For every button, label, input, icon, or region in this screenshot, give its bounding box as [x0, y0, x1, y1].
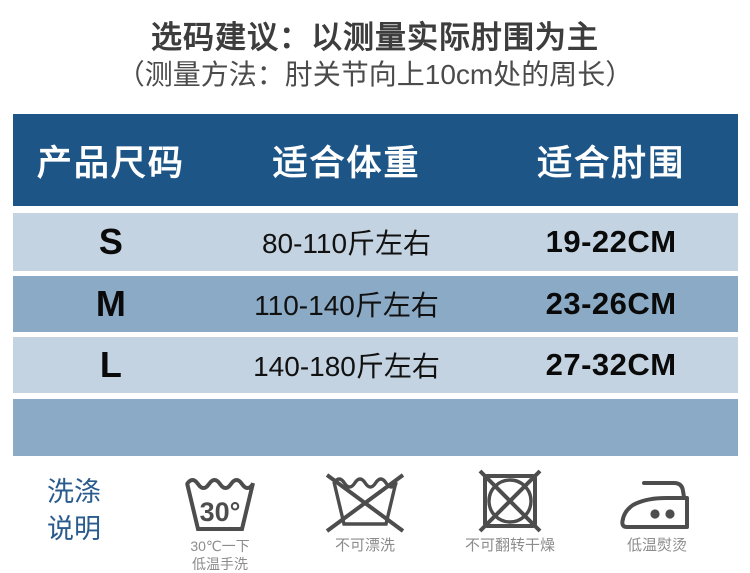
care-caption: 低温熨烫 — [626, 537, 687, 554]
care-item-low-iron: 低温熨烫 — [582, 468, 732, 555]
care-caption: 不可漂洗 — [334, 537, 395, 554]
column-header-elbow: 适合肘围 — [537, 143, 686, 183]
weight-value: 80-110斤左右 — [261, 228, 432, 259]
size-value: L — [99, 344, 122, 385]
page-title: 选码建议：以测量实际肘围为主 — [151, 20, 599, 55]
weight-value: 140-180斤左右 — [253, 351, 440, 382]
care-item-no-bleach: 不可漂洗 — [290, 468, 440, 555]
care-item-handwash: 30° 30℃一下 低温手洗 — [145, 468, 295, 573]
column-header-size: 产品尺码 — [36, 143, 185, 183]
care-label-line2: 说明 — [47, 514, 101, 544]
size-table-header-row: 产品尺码 适合体重 适合肘围 — [13, 114, 738, 206]
size-table: 产品尺码 适合体重 适合肘围 S 80-110斤左右 19-22CM M 110… — [13, 114, 738, 456]
care-section-label: 洗涤 说明 — [47, 474, 101, 548]
care-item-no-tumble-dry: 不可翻转干燥 — [435, 468, 585, 555]
size-value: S — [98, 221, 123, 262]
weight-value: 110-140斤左右 — [254, 290, 439, 321]
table-row: S 80-110斤左右 19-22CM — [13, 213, 738, 271]
elbow-value: 27-32CM — [545, 347, 677, 382]
low-temp-iron-icon — [620, 481, 689, 529]
table-row: M 110-140斤左右 23-26CM — [13, 276, 738, 332]
care-caption: 不可翻转干燥 — [464, 537, 555, 554]
no-bleach-icon — [325, 473, 405, 533]
care-caption: 30℃一下 — [190, 538, 250, 554]
care-caption: 低温手洗 — [192, 556, 248, 572]
table-row-empty — [13, 399, 738, 456]
handwash-30-icon: 30° — [185, 478, 255, 531]
column-header-weight: 适合体重 — [272, 143, 421, 183]
no-tumble-dry-icon — [478, 469, 542, 533]
icon-temperature-text: 30° — [200, 497, 241, 527]
table-row: L 140-180斤左右 27-32CM — [13, 337, 738, 393]
size-value: M — [95, 283, 126, 324]
elbow-value: 19-22CM — [545, 224, 677, 259]
care-label-line1: 洗涤 — [47, 477, 101, 507]
page-subtitle: （测量方法：肘关节向上10cm处的周长） — [116, 59, 634, 90]
elbow-value: 23-26CM — [545, 286, 677, 321]
